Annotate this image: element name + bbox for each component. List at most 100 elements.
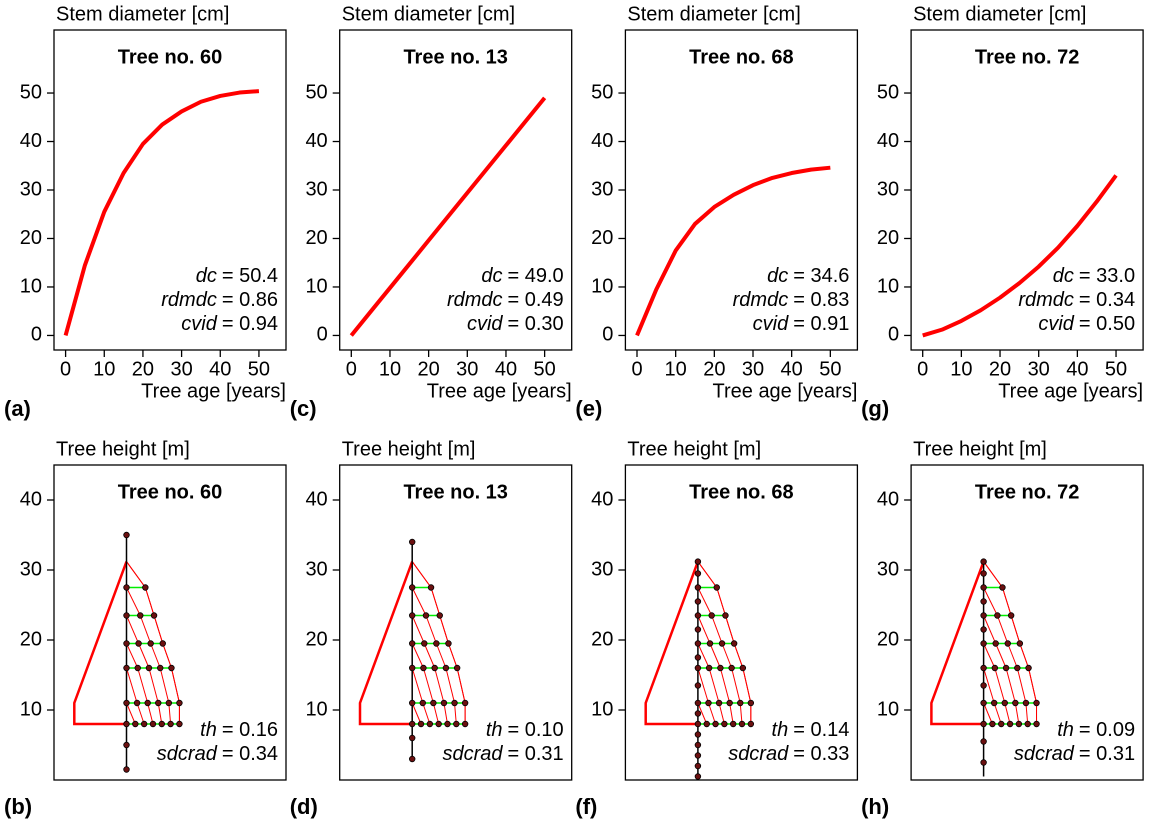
stem-node xyxy=(694,626,702,633)
node xyxy=(435,720,442,728)
node xyxy=(433,640,440,647)
x-tick-label: 10 xyxy=(950,358,972,380)
panel-label: (e) xyxy=(575,396,602,421)
y-tick-label: 40 xyxy=(20,130,42,152)
branch xyxy=(983,667,995,704)
annotation-name: dc xyxy=(481,265,502,287)
y-tick-label: 50 xyxy=(877,81,899,103)
x-tick-label: 30 xyxy=(1028,358,1050,380)
node xyxy=(980,720,987,728)
y-tick-label: 30 xyxy=(877,558,899,580)
node xyxy=(1001,699,1008,707)
node xyxy=(728,664,735,672)
x-tick-label: 0 xyxy=(346,358,357,380)
annotation-name: rdmdc xyxy=(733,289,789,311)
node xyxy=(722,612,729,619)
x-tick-label: 40 xyxy=(781,358,803,380)
annotation-value: = 0.33 xyxy=(793,743,849,765)
growth-curve xyxy=(635,165,831,337)
annotation-name: dc xyxy=(1053,265,1074,287)
node xyxy=(445,640,452,647)
annotation-name: th xyxy=(772,719,789,741)
node xyxy=(436,612,443,619)
crown-edge xyxy=(430,587,441,616)
branch xyxy=(422,702,431,725)
plot-frame xyxy=(910,464,1144,781)
plot-frame xyxy=(339,464,573,781)
y-tick-label: 40 xyxy=(591,488,613,510)
node xyxy=(712,720,719,728)
node xyxy=(461,720,469,728)
annotation: cvid = 0.91 xyxy=(753,313,850,335)
x-tick-label: 0 xyxy=(917,358,928,380)
node xyxy=(426,720,434,728)
x-tick-label: 20 xyxy=(418,358,440,380)
annotation-name: dc xyxy=(767,265,788,287)
node xyxy=(1014,664,1021,672)
node xyxy=(1007,612,1015,619)
branch xyxy=(445,667,456,704)
node xyxy=(123,612,130,619)
y-tick-label: 20 xyxy=(305,227,327,249)
annotation-value: = 0.30 xyxy=(508,313,564,335)
node xyxy=(135,640,142,647)
node xyxy=(999,584,1006,591)
y-tick-label: 20 xyxy=(591,628,613,650)
chart-title: Tree no. 68 xyxy=(689,46,794,68)
y-tick-label: 40 xyxy=(877,488,899,510)
annotation: rdmdc = 0.49 xyxy=(447,289,564,311)
node xyxy=(1004,640,1011,647)
branch xyxy=(993,702,1002,725)
annotation-value: = 0.83 xyxy=(793,289,849,311)
annotation-name: cvid xyxy=(181,313,217,335)
y-axis-label: Tree height [m] xyxy=(913,438,1047,460)
y-tick-label: 30 xyxy=(591,178,613,200)
node xyxy=(998,720,1005,728)
crown-edge xyxy=(411,561,432,588)
branch xyxy=(148,667,159,704)
branch xyxy=(711,615,723,644)
node xyxy=(708,612,715,619)
stem-node xyxy=(409,538,416,546)
y-tick-label: 50 xyxy=(591,81,613,103)
y-tick-label: 30 xyxy=(305,178,327,200)
node xyxy=(133,699,141,707)
crown-edge xyxy=(716,587,726,616)
annotation-value: = 0.34 xyxy=(222,743,278,765)
node xyxy=(705,664,713,672)
x-tick-label: 50 xyxy=(819,358,841,380)
annotation-name: rdmdc xyxy=(1018,289,1074,311)
node xyxy=(147,640,154,647)
stem-node xyxy=(694,570,702,577)
crown-edge xyxy=(162,643,172,669)
y-tick-label: 30 xyxy=(877,178,899,200)
x-tick-label: 30 xyxy=(456,358,478,380)
branch xyxy=(983,615,997,644)
annotation-value: = 0.34 xyxy=(1079,289,1135,311)
node xyxy=(694,584,702,591)
y-tick-label: 20 xyxy=(591,227,613,249)
stem-node xyxy=(694,762,702,770)
node xyxy=(729,720,737,728)
branch xyxy=(138,643,150,669)
crown-outline xyxy=(930,561,985,726)
node xyxy=(159,640,166,647)
node xyxy=(990,699,998,707)
y-tick-label: 20 xyxy=(877,227,899,249)
node xyxy=(747,720,755,728)
y-tick-label: 0 xyxy=(31,324,42,346)
x-tick-label: 20 xyxy=(989,358,1011,380)
x-tick-label: 50 xyxy=(534,358,556,380)
annotation: cvid = 0.94 xyxy=(181,313,278,335)
node xyxy=(421,640,428,647)
annotation: rdmdc = 0.34 xyxy=(1018,289,1135,311)
branch xyxy=(1025,702,1029,725)
x-tick-label: 40 xyxy=(209,358,231,380)
branch xyxy=(718,702,725,725)
annotation-value: = 0.09 xyxy=(1079,719,1135,741)
annotation-value: = 0.10 xyxy=(508,719,564,741)
crown-edge xyxy=(733,643,744,669)
node xyxy=(703,720,710,728)
node xyxy=(1022,699,1030,707)
